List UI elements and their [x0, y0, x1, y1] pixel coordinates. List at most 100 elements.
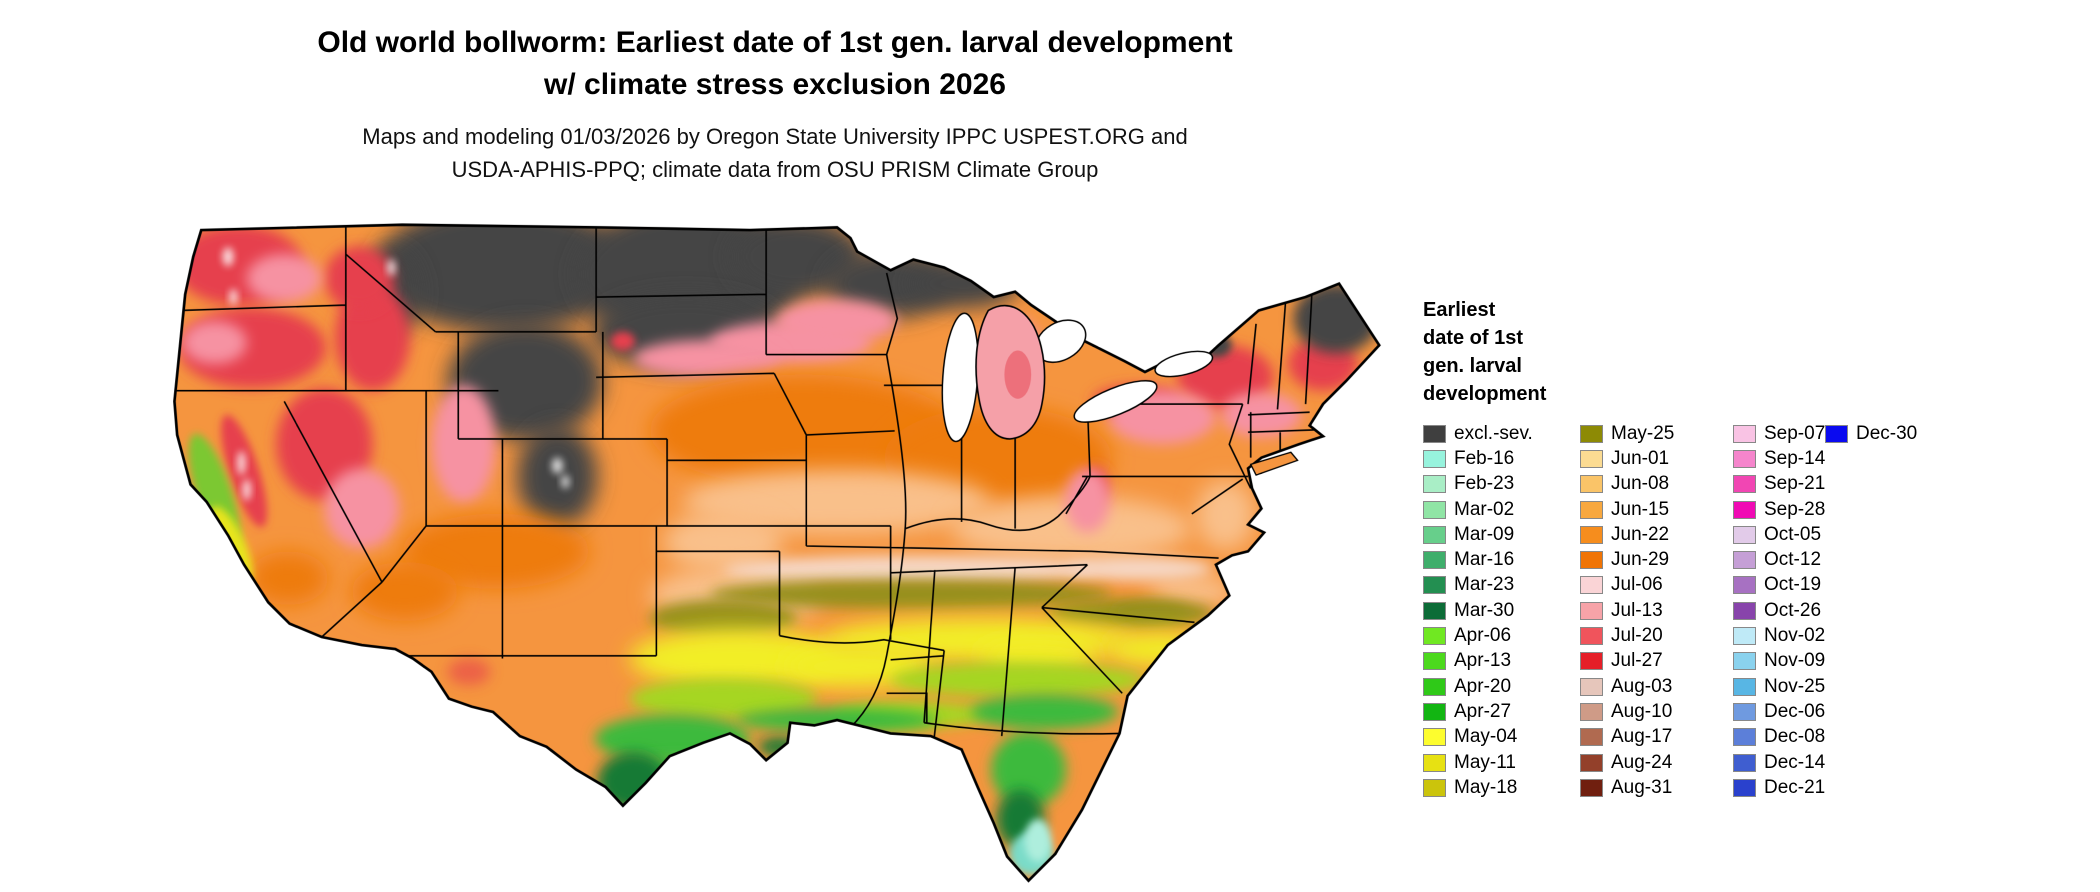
legend-title: Earliest date of 1st gen. larval develop… [1423, 296, 1983, 408]
legend-swatch [1733, 627, 1756, 646]
legend-item: Aug-10 [1580, 699, 1674, 724]
legend-item: Jun-22 [1580, 522, 1674, 547]
legend-item: Oct-12 [1733, 547, 1825, 572]
legend-label: Dec-08 [1764, 726, 1826, 748]
legend-swatch [1733, 475, 1756, 494]
legend-label: Oct-19 [1764, 574, 1822, 596]
legend-item: Jul-13 [1580, 598, 1674, 623]
legend-label: Jun-01 [1611, 447, 1670, 469]
legend-swatch [1580, 778, 1603, 797]
legend-swatch [1580, 753, 1603, 772]
legend-swatch [1423, 424, 1446, 443]
legend-swatch [1733, 702, 1756, 721]
legend-swatch [1423, 677, 1446, 696]
legend-swatch [1423, 627, 1446, 646]
legend-label: May-11 [1454, 751, 1516, 773]
lake-erie [1073, 379, 1158, 423]
legend-column-2: May-25 Jun-01 Jun-08 Jun-15 Jun-22 Jun-29 Jul-… [1580, 421, 1674, 800]
legend-swatch [1423, 500, 1446, 519]
legend-item: Mar-23 [1423, 573, 1533, 598]
legend-swatch [1580, 702, 1603, 721]
legend-swatch [1423, 702, 1446, 721]
legend-item: May-18 [1423, 775, 1533, 800]
legend-swatch [1733, 753, 1756, 772]
legend-label: Mar-02 [1454, 498, 1515, 520]
map-header: Old world bollworm: Earliest date of 1st… [50, 22, 1500, 186]
legend-swatch [1423, 525, 1446, 544]
legend-label: Feb-16 [1454, 447, 1515, 469]
legend-label: Dec-30 [1856, 422, 1918, 444]
legend-label: Dec-14 [1764, 751, 1826, 773]
legend-label: Aug-24 [1611, 751, 1673, 773]
legend-swatch [1733, 449, 1756, 468]
page-subtitle: Maps and modeling 01/03/2026 by Oregon S… [50, 120, 1500, 186]
legend-item: Mar-16 [1423, 547, 1533, 572]
legend-swatch [1580, 576, 1603, 595]
legend-label: Sep-21 [1764, 473, 1826, 495]
legend-item: Apr-20 [1423, 674, 1533, 699]
legend-label: excl.-sev. [1454, 422, 1533, 444]
legend-swatch [1423, 753, 1446, 772]
legend-item: Aug-17 [1580, 725, 1674, 750]
legend-item: Apr-27 [1423, 699, 1533, 724]
legend-item: Apr-13 [1423, 649, 1533, 674]
legend-label: Jul-27 [1611, 650, 1663, 672]
legend-label: Aug-10 [1611, 700, 1673, 722]
legend-title-line: Earliest [1423, 299, 1496, 321]
state-borders [174, 224, 1324, 745]
legend-item: Oct-26 [1733, 598, 1825, 623]
legend-label: Nov-02 [1764, 625, 1826, 647]
long-island [1249, 451, 1299, 476]
legend-swatch [1580, 525, 1603, 544]
legend-label: Mar-30 [1454, 599, 1515, 621]
legend-item: Oct-19 [1733, 573, 1825, 598]
title-line-2: w/ climate stress exclusion 2026 [544, 68, 1006, 101]
legend-item: Dec-14 [1733, 750, 1825, 775]
legend-item: Nov-25 [1733, 674, 1825, 699]
legend-label: Mar-16 [1454, 549, 1515, 571]
legend-label: Jul-20 [1611, 625, 1663, 647]
title-line-1: Old world bollworm: Earliest date of 1st… [317, 26, 1233, 59]
legend-swatch [1580, 601, 1603, 620]
legend-label: Mar-09 [1454, 523, 1515, 545]
legend-label: Aug-31 [1611, 776, 1673, 798]
legend-title-line: development [1423, 383, 1547, 405]
legend-swatch [1423, 449, 1446, 468]
legend-item: Sep-28 [1733, 497, 1825, 522]
legend-label: Sep-14 [1764, 447, 1826, 469]
legend-swatch [1733, 677, 1756, 696]
legend-swatch [1423, 551, 1446, 570]
michigan-mitten [975, 304, 1046, 440]
legend-swatch [1733, 601, 1756, 620]
legend-label: Dec-06 [1764, 700, 1826, 722]
legend-swatch [1733, 728, 1756, 747]
legend-item: May-11 [1423, 750, 1533, 775]
legend-swatch [1580, 627, 1603, 646]
legend-swatch [1733, 652, 1756, 671]
legend-label: Apr-27 [1454, 700, 1512, 722]
legend-label: Aug-17 [1611, 726, 1673, 748]
legend-item: May-25 [1580, 421, 1674, 446]
legend-item: Sep-21 [1733, 472, 1825, 497]
legend-title-line: gen. larval [1423, 355, 1522, 377]
legend-label: Oct-26 [1764, 599, 1822, 621]
legend-column-4: Dec-30 [1825, 421, 1917, 446]
legend-label: Apr-13 [1454, 650, 1512, 672]
legend-item: Feb-23 [1423, 472, 1533, 497]
legend-swatch [1733, 576, 1756, 595]
legend-label: Oct-12 [1764, 549, 1822, 571]
legend-item: Feb-16 [1423, 446, 1533, 471]
legend-swatch [1423, 576, 1446, 595]
legend-swatch [1580, 551, 1603, 570]
legend-label: Jun-29 [1611, 549, 1670, 571]
legend-item: Mar-30 [1423, 598, 1533, 623]
legend-label: May-18 [1454, 776, 1518, 798]
legend-item: Jun-08 [1580, 472, 1674, 497]
legend-item: Mar-09 [1423, 522, 1533, 547]
legend-label: Aug-03 [1611, 675, 1673, 697]
legend-label: Jul-06 [1611, 574, 1663, 596]
lake-ontario [1154, 350, 1214, 378]
legend-swatch [1423, 601, 1446, 620]
legend-swatch [1580, 500, 1603, 519]
legend-swatch [1733, 551, 1756, 570]
